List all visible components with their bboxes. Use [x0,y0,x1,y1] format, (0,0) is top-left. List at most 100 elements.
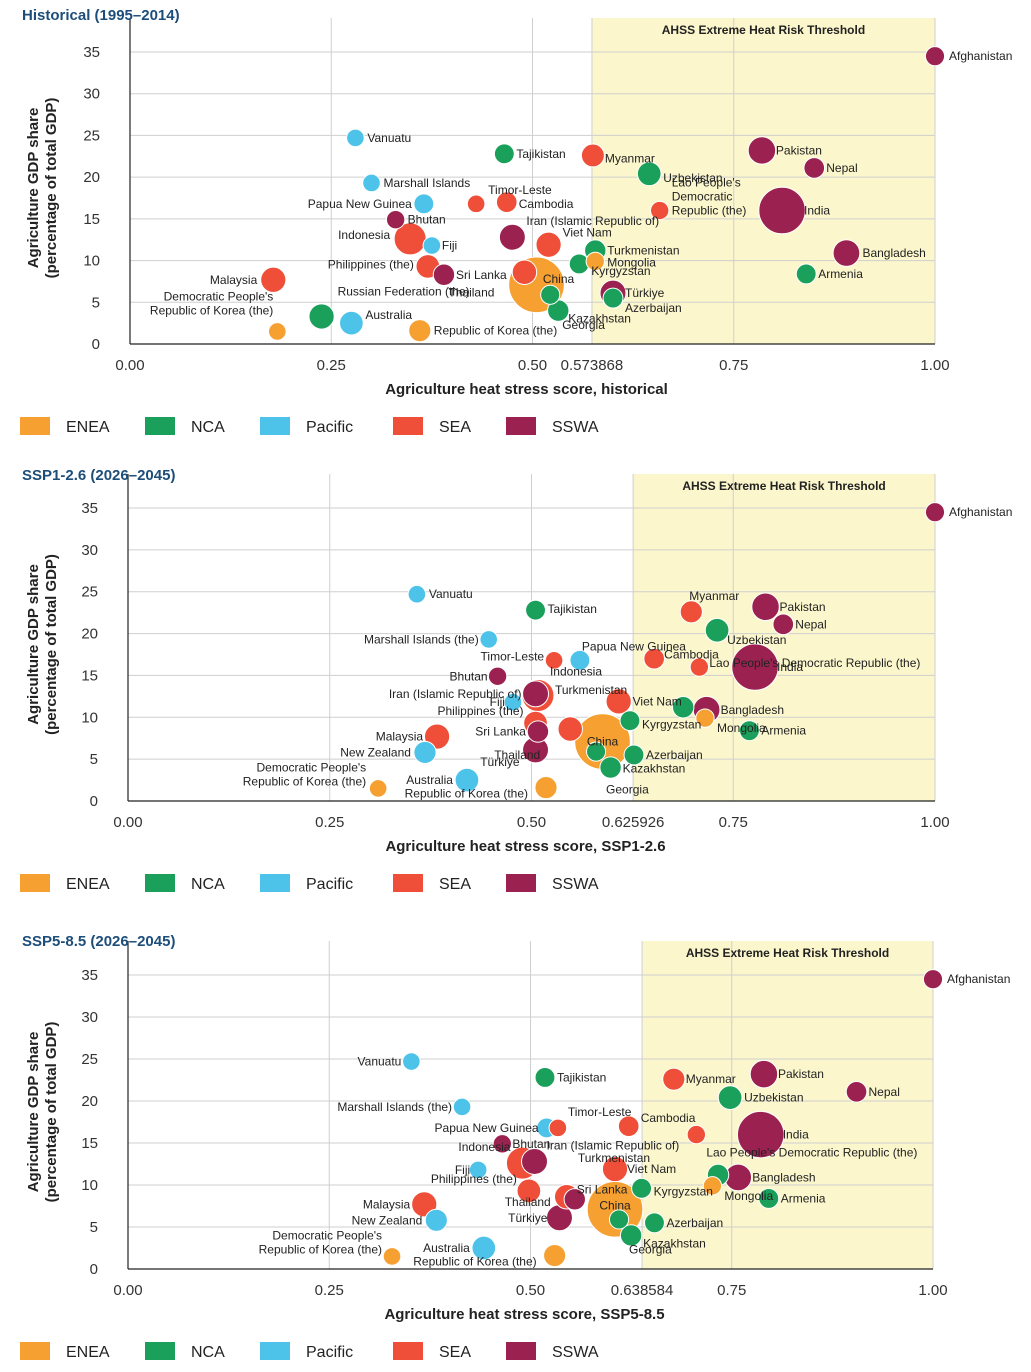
point-pakistan [751,592,780,622]
point-republic-of-korea-the [408,319,432,343]
y-axis-title: (percentage of total GDP) [43,1022,60,1203]
point-india [758,186,806,235]
point-label: Russian Federation (the) [338,284,470,298]
point-sri-lanka [563,1188,586,1211]
point-label: Sri Lanka [577,1182,628,1196]
point-label: Mongolia [607,255,656,269]
point-label: Türkiye [480,755,520,769]
x-tick-label: 0.50 [518,357,547,374]
y-tick-label: 0 [90,1261,98,1278]
point-label: Uzbekistan [663,171,722,185]
point-fiji [503,692,523,712]
point-label: Iran (Islamic Republic of) [389,687,522,701]
point-label: China [587,735,619,749]
point-label: Kazakhstan [643,1236,706,1250]
point-new-zealand [424,1208,448,1232]
point-viet-nam [535,231,562,258]
point-label: Uzbekistan [727,633,786,647]
threshold-label: AHSS Extreme Heat Risk Threshold [686,946,889,960]
point-label: Kyrgyzstan [654,1184,713,1198]
threshold-label: AHSS Extreme Heat Risk Threshold [682,479,885,493]
y-tick-label: 30 [81,1009,98,1026]
point-viet-nam [605,688,632,715]
point-pakistan [749,1059,779,1089]
point-cambodia [643,647,665,670]
y-tick-label: 25 [81,584,98,601]
x-tick-label: 0.00 [115,357,144,374]
point-iran-islamic-republic-of [522,680,550,708]
panel-title: SSP1-2.6 (2026–2045) [22,467,175,484]
point-georgia [586,741,607,762]
x-tick-label: 1.00 [920,357,949,374]
y-tick-label: 10 [81,1177,98,1194]
y-tick-label: 5 [90,751,98,768]
point-democratic-people-s-republic-of-korea-the [268,322,287,341]
point-cambodia [617,1115,640,1138]
point-democratic-people-s-republic-of-korea-the [382,1247,402,1266]
point-label: Marshall Islands (the) [337,1100,452,1114]
point-label: Thailand [494,748,540,762]
point-label: Viet Nam [627,1162,676,1176]
point-georgia [608,1209,630,1230]
point-label: Bangladesh [862,246,925,260]
y-tick-label: 35 [83,44,100,61]
point-label: Thailand [448,285,494,299]
point-label: Nepal [869,1085,900,1099]
point-label: Marshall Islands (the) [364,632,479,646]
point-label: Sri Lanka [456,268,507,282]
point-papua-new-guinea [569,649,591,671]
y-tick-label: 0 [90,793,98,810]
point-pakistan [747,136,777,165]
point-label: Australia [423,1241,470,1255]
y-axis-title: Agriculture GDP share [25,1032,42,1193]
point-label: Philippines (the) [431,1172,517,1186]
legend-label-enea: ENEA [66,419,110,436]
panel-3: SSP5-8.5 (2026–2045) AHSS Extreme Heat Ri… [20,933,1010,1361]
point-label: Pakistan [780,600,826,614]
point-label: Armenia [761,724,806,738]
point-label: Cambodia [641,1111,696,1125]
point-label: China [543,272,575,286]
point-label: New Zealand [340,745,411,759]
point-label: Afghanistan [949,505,1012,519]
point-label: Australia [406,773,453,787]
panel-title: SSP5-8.5 (2026–2045) [22,933,175,950]
point-label: Cambodia [519,197,574,211]
point-iran-islamic-republic-of [498,223,526,251]
point-sri-lanka [526,720,550,743]
point-label: Lao People's Democratic Republic (the) [709,656,920,670]
point-label: Fiji [455,1163,470,1177]
point-nepal [772,613,795,636]
point-philippines-the [516,1178,542,1204]
point-label: Myanmar [605,151,655,165]
legend-swatch-nca [145,874,175,892]
point-bangladesh [832,239,861,267]
point-label: Republic of Korea (the) [150,303,273,317]
point-bhutan [385,210,406,230]
y-tick-label: 25 [83,127,100,144]
point-label: Malaysia [363,1197,411,1211]
point-uzbekistan [636,161,662,187]
point-label: Turkmenistan [607,244,679,258]
point-uzbekistan [704,617,730,643]
x-tick-label: 0.25 [317,357,346,374]
point-label: Vanuatu [358,1055,402,1069]
point-label: Thailand [505,1195,551,1209]
point-mongolia [695,708,715,728]
point-label: Nepal [795,617,826,631]
threshold-zone [642,941,933,1269]
panel-2: SSP1-2.6 (2026–2045) AHSS Extreme Heat Ri… [20,467,1012,893]
point-vanuatu [407,584,427,604]
point-label: India [804,204,830,218]
point-lao-people-s-democratic-republic-the [689,657,710,677]
point-new-zealand [413,740,437,765]
legend-swatch-pacific [260,1342,290,1360]
point-republic-of-korea-the [543,1243,567,1268]
point-india [736,1110,785,1159]
point-label: Kazakhstan [623,762,686,776]
x-tick-label: 1.00 [918,1282,947,1299]
point-iran-islamic-republic-of [521,1148,549,1175]
point-label: Republic of Korea (the) [413,1255,536,1269]
point-label: China [599,1198,631,1212]
